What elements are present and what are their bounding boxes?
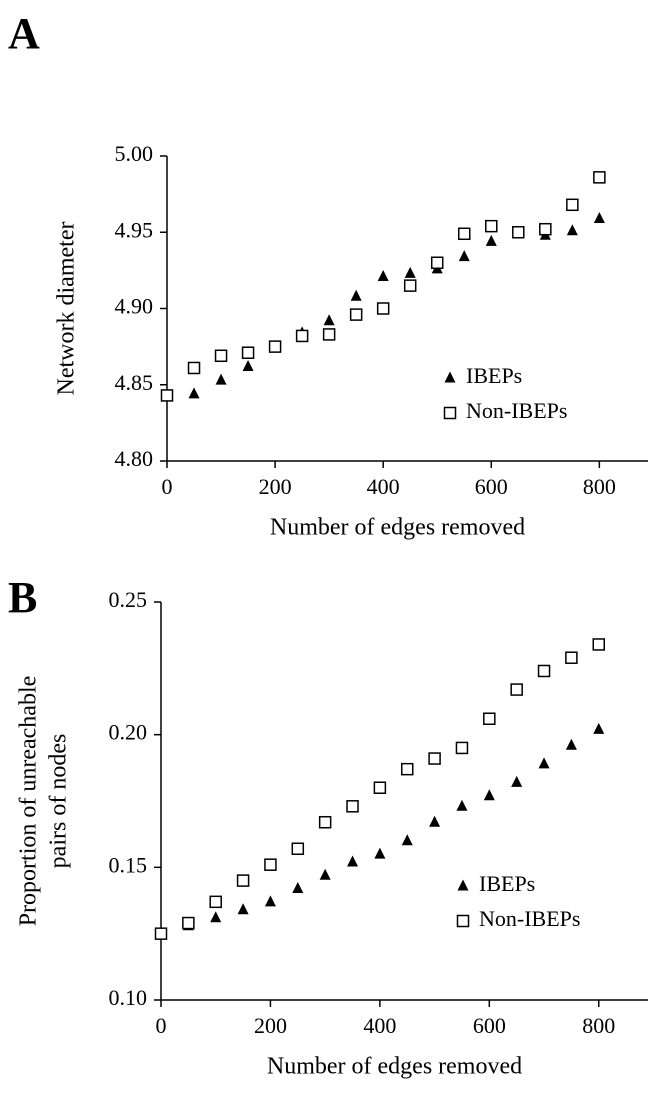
data-point [210,911,222,923]
data-point [485,234,497,246]
y-tick-label: 0.10 [109,985,148,1010]
y-tick-label: 0.20 [109,720,148,745]
data-point [565,651,578,664]
data-point [510,683,523,696]
legend-marker [443,406,457,420]
legend-label: Non-IBEPs [466,398,567,423]
data-point [592,638,606,651]
data-point [400,762,414,776]
data-point [264,895,276,907]
data-point [188,387,200,399]
data-point [374,847,386,859]
data-point [322,328,336,341]
y-tick-label: 0.15 [109,852,148,877]
data-point [154,927,168,940]
y-axis-label: Proportion of unreachable [16,676,42,927]
data-point [483,712,496,725]
x-tick-label: 0 [156,1013,167,1038]
data-point [401,834,413,846]
data-point [236,874,250,887]
legend-marker [457,879,469,891]
data-point [511,775,523,787]
data-point [429,815,441,827]
data-point [346,800,359,813]
data-point [318,815,332,829]
data-point [187,361,201,375]
data-point [512,226,525,239]
panel-label: A [8,9,40,58]
data-point [160,389,174,402]
data-point [539,222,552,236]
data-point [403,279,417,292]
data-point [376,302,390,315]
y-tick-label: 4.95 [115,217,154,242]
data-point [323,314,335,326]
x-tick-label: 200 [259,474,292,499]
data-point [349,308,363,321]
data-point [264,858,277,871]
x-tick-label: 200 [254,1013,287,1038]
legend-marker [444,371,456,383]
panel-label: B [8,573,37,622]
data-point [593,212,605,224]
data-point [209,895,222,909]
data-point [182,916,195,930]
data-point [377,269,389,281]
data-point [347,855,359,867]
y-tick-label: 4.85 [115,370,154,395]
data-point [566,198,579,212]
data-point [483,789,495,801]
x-tick-label: 400 [367,474,400,499]
data-point [593,722,605,734]
data-point [457,227,471,241]
data-point [350,289,362,301]
data-point [565,738,577,750]
data-point [458,250,470,262]
x-tick-label: 600 [475,474,508,499]
x-tick-label: 800 [583,474,616,499]
data-point [566,224,578,236]
data-point [241,346,255,359]
legend-label: IBEPs [466,363,522,388]
data-point [214,349,228,363]
x-tick-label: 600 [473,1013,506,1038]
legend-label: IBEPs [479,871,535,896]
data-point [268,340,282,353]
data-point [428,752,441,765]
y-tick-label: 0.25 [109,587,148,612]
y-tick-label: 4.90 [115,294,154,319]
data-point [242,359,254,371]
data-point [237,903,249,915]
y-axis-label: Network diameter [54,222,80,396]
x-tick-label: 800 [582,1013,615,1038]
data-point [292,882,304,894]
data-point [215,373,227,385]
data-point [430,256,444,269]
data-point [455,741,469,755]
y-axis-label: pairs of nodes [46,734,72,869]
data-point [538,757,550,769]
data-point [295,329,309,343]
x-tick-label: 0 [162,474,173,499]
data-point [291,842,305,856]
x-axis-label: Number of edges removed [267,1054,522,1080]
data-point [456,799,468,811]
data-point [593,171,606,184]
legend-label: Non-IBEPs [479,906,580,931]
data-point [485,219,498,233]
x-tick-label: 400 [363,1013,396,1038]
x-axis-label: Number of edges removed [270,515,525,541]
data-point [373,781,387,794]
data-point [319,868,331,880]
data-point [404,266,416,278]
y-tick-label: 5.00 [115,141,154,166]
data-point [537,664,551,678]
y-tick-label: 4.80 [115,446,154,471]
legend-marker [456,914,470,928]
